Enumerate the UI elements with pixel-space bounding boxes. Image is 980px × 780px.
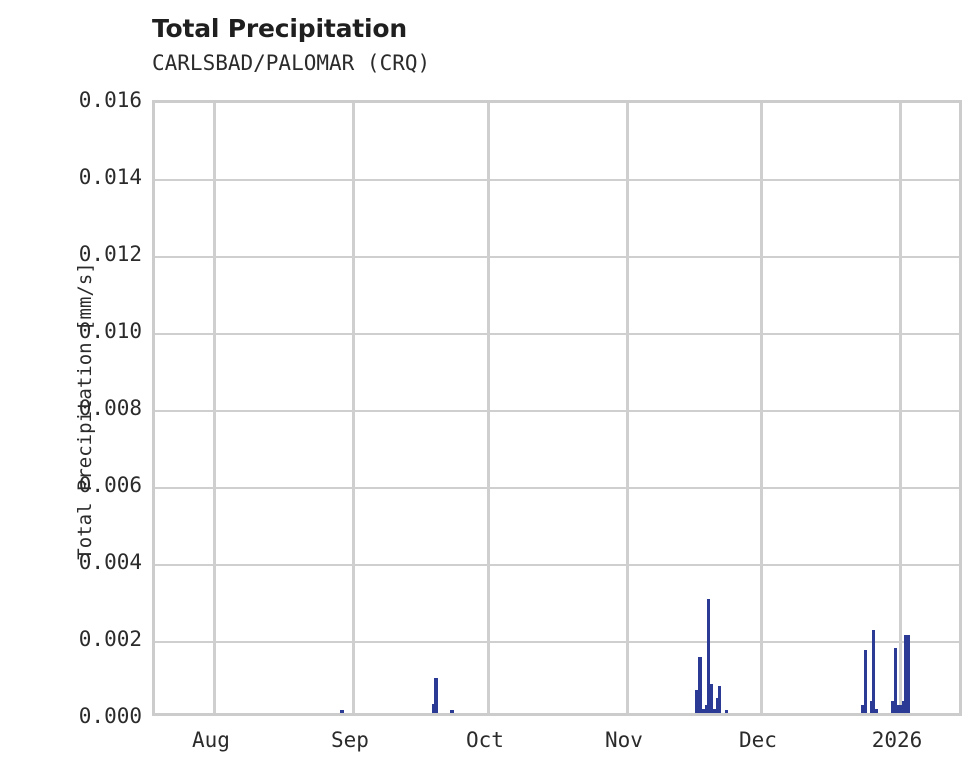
gridline-vertical — [212, 103, 216, 713]
y-axis-tick: 0.002 — [78, 627, 142, 651]
data-bar — [724, 710, 728, 713]
data-bar — [890, 701, 894, 713]
y-axis-tick: 0.004 — [78, 550, 142, 574]
x-axis-tick: Aug — [191, 728, 230, 752]
data-bar — [899, 705, 903, 713]
data-bar — [896, 705, 900, 713]
data-bar — [875, 709, 878, 713]
gridline-horizontal — [155, 410, 959, 412]
x-axis-tick: Sep — [330, 728, 369, 752]
data-bar — [340, 710, 344, 713]
gridline-horizontal — [155, 179, 959, 181]
x-axis-tick-labels: Aug Sep Oct Nov Dec 2026 — [152, 728, 962, 768]
data-bar — [869, 701, 873, 713]
gridline-horizontal — [155, 256, 959, 258]
gridline-vertical — [486, 103, 490, 713]
y-axis-tick-labels: 0.000 0.002 0.004 0.006 0.008 0.010 0.012 0.014… — [0, 88, 142, 728]
data-bar — [704, 705, 708, 713]
precipitation-series — [155, 103, 959, 713]
data-bar — [698, 657, 702, 713]
data-bar — [907, 635, 910, 713]
y-axis-tick: 0.012 — [78, 242, 142, 266]
plot-area — [152, 100, 962, 716]
data-bar — [434, 678, 438, 713]
gridline-horizontal — [155, 487, 959, 489]
data-bar — [713, 709, 716, 713]
gridline-vertical — [899, 103, 903, 713]
y-axis-tick: 0.006 — [78, 473, 142, 497]
data-bar — [707, 598, 710, 713]
y-axis-tick: 0.016 — [78, 88, 142, 112]
gridline-vertical — [351, 103, 355, 713]
x-axis-tick: 2026 — [871, 728, 923, 752]
page-title: Total Precipitation — [152, 14, 407, 43]
x-axis-tick: Dec — [738, 728, 777, 752]
data-bar — [872, 629, 875, 713]
data-bar — [718, 686, 722, 713]
data-bar — [860, 704, 864, 713]
gridline-horizontal — [155, 564, 959, 566]
gridline-vertical — [625, 103, 629, 713]
data-bar — [450, 710, 454, 713]
data-bar — [710, 684, 713, 713]
data-bar — [716, 698, 719, 713]
chart-subtitle: CARLSBAD/PALOMAR (CRQ) — [152, 51, 431, 75]
grid-lines — [155, 103, 959, 713]
x-axis-tick: Nov — [605, 728, 643, 752]
data-bar — [701, 709, 705, 713]
gridline-vertical — [759, 103, 763, 713]
y-axis-tick: 0.000 — [78, 704, 142, 728]
y-axis-tick: 0.010 — [78, 319, 142, 343]
data-bar — [863, 650, 867, 713]
gridline-horizontal — [155, 641, 959, 643]
gridline-horizontal — [155, 333, 959, 335]
y-axis-tick: 0.008 — [78, 396, 142, 420]
data-bar — [432, 704, 436, 713]
y-axis-tick: 0.014 — [78, 165, 142, 189]
data-bar — [695, 689, 699, 713]
data-bar — [904, 635, 907, 713]
data-bar — [901, 701, 905, 713]
x-axis-tick: Oct — [466, 728, 504, 752]
data-bar — [893, 648, 897, 713]
